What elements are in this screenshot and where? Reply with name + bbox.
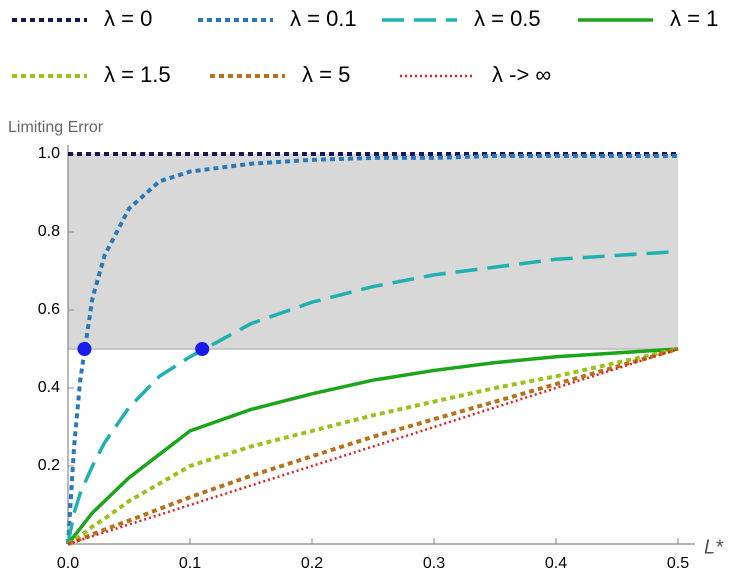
y-axis-label: Limiting Error — [8, 119, 104, 136]
x-tick-label: 0.5 — [667, 555, 689, 572]
legend-label: λ -> ∞ — [492, 62, 551, 87]
x-tick-label: 0.3 — [423, 555, 445, 572]
y-tick-label: 0.6 — [38, 301, 60, 318]
y-tick-label: 0.2 — [38, 457, 60, 474]
y-tick-label: 0.4 — [38, 379, 60, 396]
x-tick-label: 0.2 — [301, 555, 323, 572]
marker-point — [77, 342, 92, 356]
legend-label: λ = 1.5 — [104, 62, 171, 87]
series-line — [66, 347, 679, 546]
legend-label: λ = 0.1 — [290, 6, 357, 31]
series-line — [66, 347, 679, 546]
legend-label: λ = 1 — [670, 6, 718, 31]
x-tick-label: 0.4 — [545, 555, 567, 572]
legend-label: λ = 5 — [302, 62, 350, 87]
x-axis-label: L* — [704, 536, 724, 558]
shaded-region — [68, 154, 678, 349]
legend-label: λ = 0 — [104, 6, 152, 31]
series-line — [67, 347, 679, 546]
legend-label: λ = 0.5 — [474, 6, 541, 31]
series-line — [66, 249, 679, 545]
x-tick-label: 0.0 — [57, 555, 79, 572]
series-line — [67, 347, 679, 546]
marker-point — [195, 342, 210, 356]
y-tick-label: 0.8 — [38, 223, 60, 240]
y-tick-label: 1.0 — [38, 145, 60, 162]
x-tick-label: 0.1 — [179, 555, 201, 572]
